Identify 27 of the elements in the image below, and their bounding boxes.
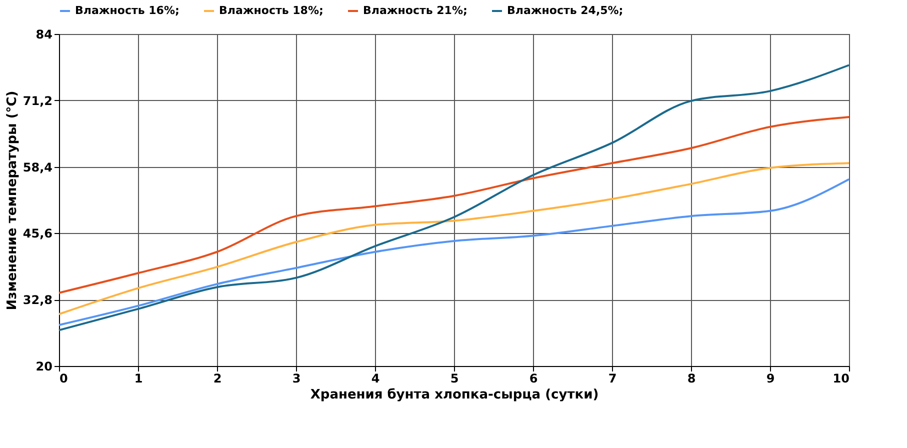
y-tick-label: 20 [36, 360, 52, 374]
line-series [58, 116, 850, 294]
x-tick-label: 0 [60, 372, 68, 386]
line-series [58, 178, 850, 326]
y-tick-label: 45,6 [22, 226, 52, 241]
legend-label: Влажность 18%; [219, 4, 324, 17]
line-series [58, 64, 850, 332]
line-series [58, 162, 850, 316]
x-tick-label: 9 [766, 372, 775, 386]
x-axis-title: Хранения бунта хлопка-сырца (сутки) [310, 388, 599, 402]
y-tick-label: 84 [36, 28, 52, 42]
y-tick-label: 71,2 [22, 94, 52, 108]
legend-label: Влажность 24,5%; [507, 4, 624, 17]
x-tick-label: 4 [371, 372, 380, 386]
x-tick-label: 6 [529, 372, 538, 386]
x-tick-label: 2 [213, 372, 222, 386]
legend-label: Влажность 16%; [75, 4, 180, 17]
x-tick-label: 1 [134, 372, 143, 386]
y-tick-label: 32,8 [22, 293, 52, 308]
x-tick-label: 10 [832, 372, 850, 386]
y-axis-title: Изменение температуры (°C) [4, 90, 20, 310]
x-tick-label: 8 [687, 372, 696, 386]
legend-label: Влажность 21%; [363, 4, 468, 17]
x-tick-label: 5 [450, 372, 459, 386]
x-tick-label: 7 [608, 372, 617, 386]
x-tick-label: 3 [292, 372, 301, 386]
y-tick-label: 58,4 [22, 160, 52, 174]
